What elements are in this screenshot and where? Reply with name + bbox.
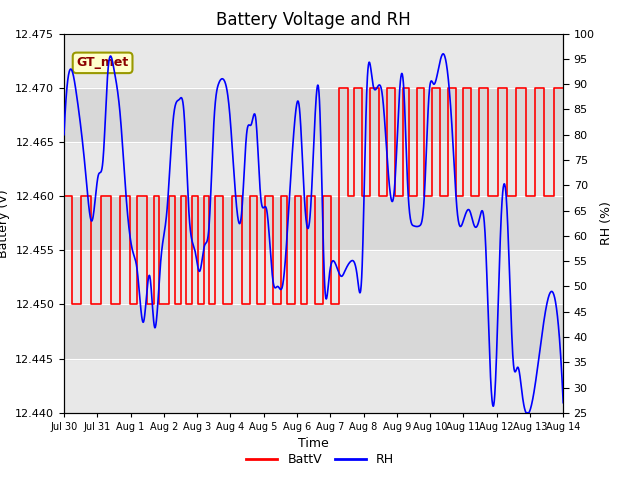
X-axis label: Time: Time [298,437,329,450]
Bar [64,88,563,142]
Legend: BattV, RH: BattV, RH [241,448,399,471]
Bar [64,304,563,359]
Y-axis label: RH (%): RH (%) [600,201,613,245]
Title: Battery Voltage and RH: Battery Voltage and RH [216,11,411,29]
Text: GT_met: GT_met [77,56,129,69]
Bar [64,196,563,250]
Y-axis label: Battery (V): Battery (V) [0,189,10,257]
